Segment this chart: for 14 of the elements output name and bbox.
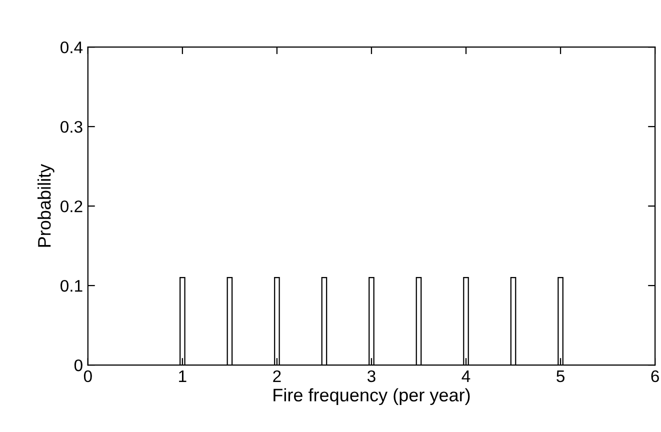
- x-tick-label: 0: [84, 370, 92, 382]
- x-tick-label: 1: [179, 370, 186, 382]
- y-tick-label: 0.1: [60, 280, 82, 292]
- x-tick-label: 3: [367, 370, 376, 382]
- y-tick-label: 0.2: [60, 200, 82, 212]
- x-tick-label: 5: [556, 370, 564, 382]
- y-tick-label: 0.4: [60, 41, 83, 54]
- y-axis-title: Probability: [38, 164, 54, 247]
- x-axis-title: Fire frequency (per year): [274, 388, 470, 406]
- y-tick-label: 0.3: [60, 120, 82, 133]
- x-tick-label: 6: [651, 370, 659, 382]
- x-tick-label: 2: [273, 370, 281, 382]
- y-tick-label: 0: [74, 359, 82, 372]
- x-tick-label: 4: [462, 370, 470, 382]
